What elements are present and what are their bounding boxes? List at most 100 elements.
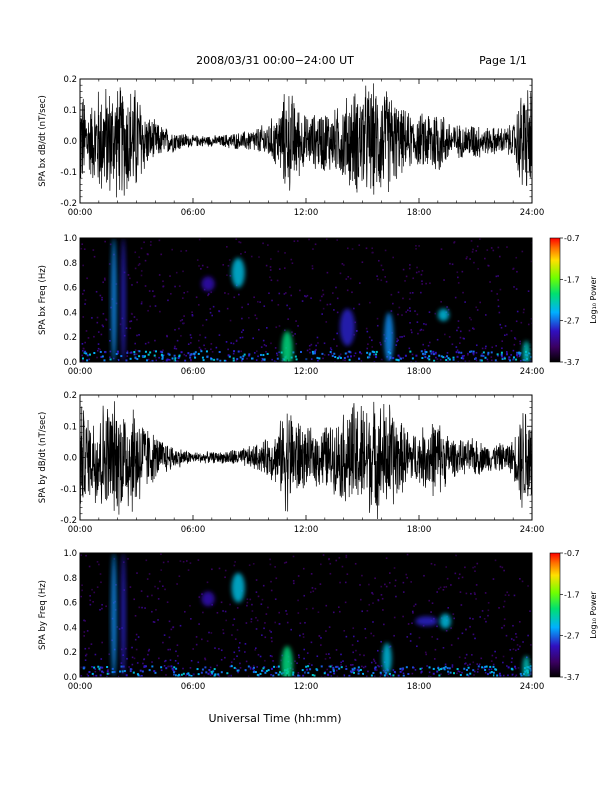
low-band-cell — [397, 354, 400, 357]
noise-cell — [190, 659, 193, 662]
noise-cell — [522, 641, 524, 643]
noise-cell — [177, 662, 180, 665]
noise-cell — [425, 282, 427, 285]
noise-cell — [330, 675, 333, 677]
noise-cell — [91, 588, 93, 591]
noise-cell — [133, 598, 136, 601]
low-band-cell — [529, 667, 532, 670]
noise-cell — [158, 274, 161, 276]
noise-cell — [447, 673, 450, 675]
noise-cell — [182, 297, 184, 299]
low-band-cell — [236, 669, 239, 672]
noise-cell — [168, 620, 171, 623]
noise-cell — [372, 658, 375, 661]
low-band-cell — [357, 672, 360, 675]
noise-cell — [413, 666, 415, 669]
low-band-cell — [138, 350, 141, 353]
noise-cell — [323, 354, 326, 356]
colorbar-tick-label: -3.7 — [564, 673, 580, 682]
noise-cell — [129, 277, 131, 280]
noise-cell — [366, 347, 369, 350]
noise-cell — [233, 296, 236, 299]
noise-cell — [308, 662, 311, 665]
noise-cell — [468, 360, 471, 362]
noise-cell — [179, 624, 182, 627]
noise-cell — [94, 670, 97, 673]
noise-cell — [167, 665, 169, 668]
noise-cell — [377, 278, 379, 281]
low-band-cell — [438, 354, 441, 357]
low-band-cell — [433, 359, 436, 362]
noise-cell — [320, 637, 322, 639]
plot-frame — [79, 394, 533, 521]
noise-cell — [84, 659, 87, 661]
low-band-cell — [242, 355, 245, 358]
noise-cell — [288, 307, 291, 310]
noise-cell — [204, 347, 207, 350]
noise-cell — [191, 314, 194, 316]
noise-cell — [244, 251, 247, 253]
noise-cell — [483, 667, 485, 669]
noise-cell — [516, 270, 518, 273]
noise-cell — [527, 290, 530, 293]
noise-cell — [472, 248, 474, 251]
noise-cell — [275, 666, 278, 668]
low-band-cell — [490, 351, 493, 354]
noise-cell — [456, 349, 459, 352]
noise-cell — [266, 327, 268, 329]
noise-cell — [253, 296, 255, 299]
noise-cell — [420, 273, 423, 276]
noise-cell — [370, 632, 373, 635]
noise-cell — [211, 350, 214, 353]
low-band-cell — [226, 672, 229, 675]
noise-cell — [99, 573, 102, 575]
noise-cell — [134, 349, 137, 351]
noise-cell — [433, 658, 436, 660]
low-band-cell — [374, 666, 377, 669]
y-tick-label: 0.8 — [63, 574, 77, 584]
noise-cell — [490, 356, 493, 358]
noise-cell — [199, 334, 201, 336]
noise-cell — [199, 348, 202, 351]
low-band-cell — [98, 667, 101, 670]
noise-cell — [81, 354, 84, 357]
noise-cell — [174, 345, 176, 348]
noise-cell — [344, 359, 347, 362]
noise-cell — [380, 264, 383, 267]
noise-cell — [185, 560, 188, 562]
noise-cell — [494, 650, 496, 653]
noise-cell — [436, 625, 438, 628]
noise-cell — [252, 664, 255, 667]
noise-cell — [83, 248, 86, 250]
noise-cell — [306, 294, 309, 297]
low-band-cell — [438, 668, 441, 671]
noise-cell — [86, 277, 88, 280]
noise-cell — [247, 303, 249, 306]
noise-cell — [136, 572, 138, 574]
low-band-cell — [295, 358, 298, 361]
noise-cell — [420, 328, 423, 331]
noise-cell — [104, 279, 106, 281]
noise-cell — [398, 356, 401, 358]
noise-cell — [255, 616, 257, 619]
noise-cell — [271, 358, 273, 361]
noise-cell — [415, 360, 417, 362]
noise-cell — [240, 331, 243, 333]
noise-cell — [299, 622, 302, 625]
noise-cell — [454, 572, 457, 575]
noise-cell — [160, 253, 163, 256]
noise-cell — [514, 338, 517, 340]
y-tick-label: -0.1 — [60, 168, 77, 178]
noise-cell — [339, 272, 342, 275]
noise-cell — [118, 628, 121, 630]
noise-cell — [91, 666, 93, 668]
noise-cell — [416, 313, 419, 316]
noise-cell — [227, 675, 230, 677]
noise-cell — [325, 238, 328, 241]
low-band-cell — [228, 355, 231, 358]
noise-cell — [169, 359, 171, 361]
noise-cell — [446, 577, 449, 580]
noise-cell — [244, 651, 246, 653]
noise-cell — [436, 638, 439, 640]
noise-cell — [501, 627, 503, 629]
